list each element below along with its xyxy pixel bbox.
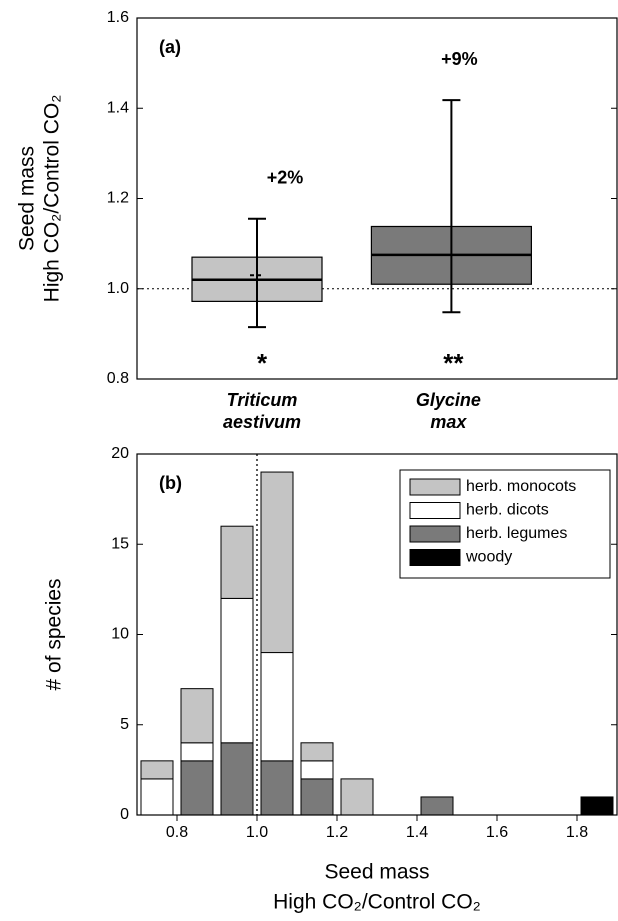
y-tick-label: 5 — [120, 716, 129, 733]
y-tick-label: 0 — [120, 806, 129, 823]
y-tick-label: 20 — [111, 445, 129, 462]
category-word: max — [430, 412, 467, 432]
bar-segment — [220, 525, 254, 599]
legend-swatch — [409, 525, 461, 543]
bar-segment — [140, 760, 174, 780]
x-tick-label: 1.6 — [486, 824, 508, 841]
y-axis-label: Seed mass — [16, 146, 39, 251]
category-label: Glycine max — [416, 390, 481, 432]
plot-frame — [136, 17, 618, 380]
legend-swatch — [409, 478, 461, 496]
legend-swatch — [409, 502, 461, 519]
legend-label: herb. dicots — [466, 502, 549, 519]
bar-segment — [180, 742, 214, 762]
bar-segment — [260, 652, 294, 762]
category-label: Triticum aestivum — [223, 390, 301, 432]
bar-segment — [180, 688, 214, 744]
y-axis-label: # of species — [43, 578, 66, 690]
legend-label: herb. monocots — [466, 478, 576, 495]
bar-segment — [220, 742, 254, 816]
bar-segment — [420, 796, 454, 816]
bar-segment — [140, 778, 174, 816]
x-tick-label: 1.0 — [246, 824, 268, 841]
plot-frame — [136, 453, 618, 816]
bar-segment — [300, 760, 334, 780]
bar-segment — [300, 778, 334, 816]
significance: ** — [443, 348, 464, 378]
y-tick-label: 1.4 — [107, 99, 129, 116]
x-axis-label: Seed mass — [324, 861, 429, 884]
x-tick-label: 0.8 — [166, 824, 188, 841]
y-tick-label: 1.2 — [107, 190, 129, 207]
x-tick-label: 1.2 — [326, 824, 348, 841]
significance: * — [257, 348, 268, 378]
y-tick-label: 1.6 — [107, 9, 129, 26]
y-tick-label: 1.0 — [107, 280, 129, 297]
y-axis-label: High CO₂/Control CO₂ — [41, 95, 64, 303]
x-axis-label: High CO₂/Control CO₂ — [273, 891, 481, 914]
x-tick-label: 1.4 — [406, 824, 428, 841]
y-tick-label: 15 — [111, 535, 129, 552]
change-label: +2% — [267, 168, 304, 188]
y-tick-label: 10 — [111, 626, 129, 643]
bar-segment — [260, 471, 294, 654]
bar-segment — [340, 778, 374, 816]
panel-label: (b) — [159, 473, 182, 493]
bar-segment — [220, 597, 254, 744]
legend-label: woody — [465, 549, 512, 566]
panel-label: (a) — [159, 37, 181, 57]
bar-segment — [300, 742, 334, 762]
legend-swatch — [409, 549, 461, 566]
legend-label: herb. legumes — [466, 525, 567, 542]
bar-segment — [180, 760, 214, 816]
bar-segment — [260, 760, 294, 816]
category-word: Glycine — [416, 390, 481, 410]
bar-segment — [580, 796, 614, 816]
category-word: aestivum — [223, 412, 301, 432]
x-tick-label: 1.8 — [566, 824, 588, 841]
change-label: +9% — [441, 49, 478, 69]
y-tick-label: 0.8 — [107, 370, 129, 387]
category-word: Triticum — [227, 390, 298, 410]
